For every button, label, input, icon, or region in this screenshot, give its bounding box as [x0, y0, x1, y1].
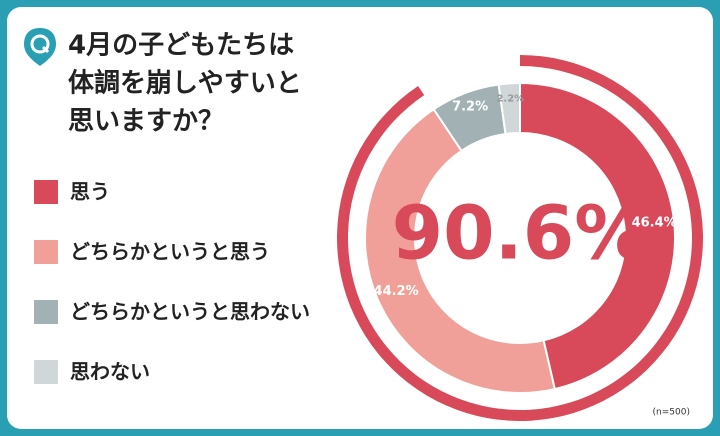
legend-label: 思わない [70, 360, 150, 384]
donut-slice [364, 107, 556, 394]
legend-swatch [34, 300, 58, 324]
q-icon [24, 28, 56, 66]
title-line: 思いますか？ [68, 107, 224, 137]
title-line: 体調を崩しやすいと [68, 68, 302, 99]
legend-label: どちらかというと思わない [70, 300, 310, 324]
legend-swatch [34, 240, 58, 264]
donut-slice [519, 81, 676, 391]
legend-swatch [34, 360, 58, 384]
note: (n=500) [653, 408, 690, 418]
value-label: 44.2% [374, 284, 419, 299]
donut-slice [497, 81, 521, 136]
value-label: 2.2% [496, 93, 524, 104]
value-label: 7.2% [452, 100, 488, 115]
title-line: 4月の子どもたちは [68, 31, 294, 61]
legend-label: どちらかというと思う [70, 240, 270, 264]
center-label: 90.6% [392, 191, 649, 277]
value-label: 46.4% [632, 215, 677, 230]
legend-label: 思う [70, 180, 110, 204]
legend-swatch [34, 180, 58, 204]
